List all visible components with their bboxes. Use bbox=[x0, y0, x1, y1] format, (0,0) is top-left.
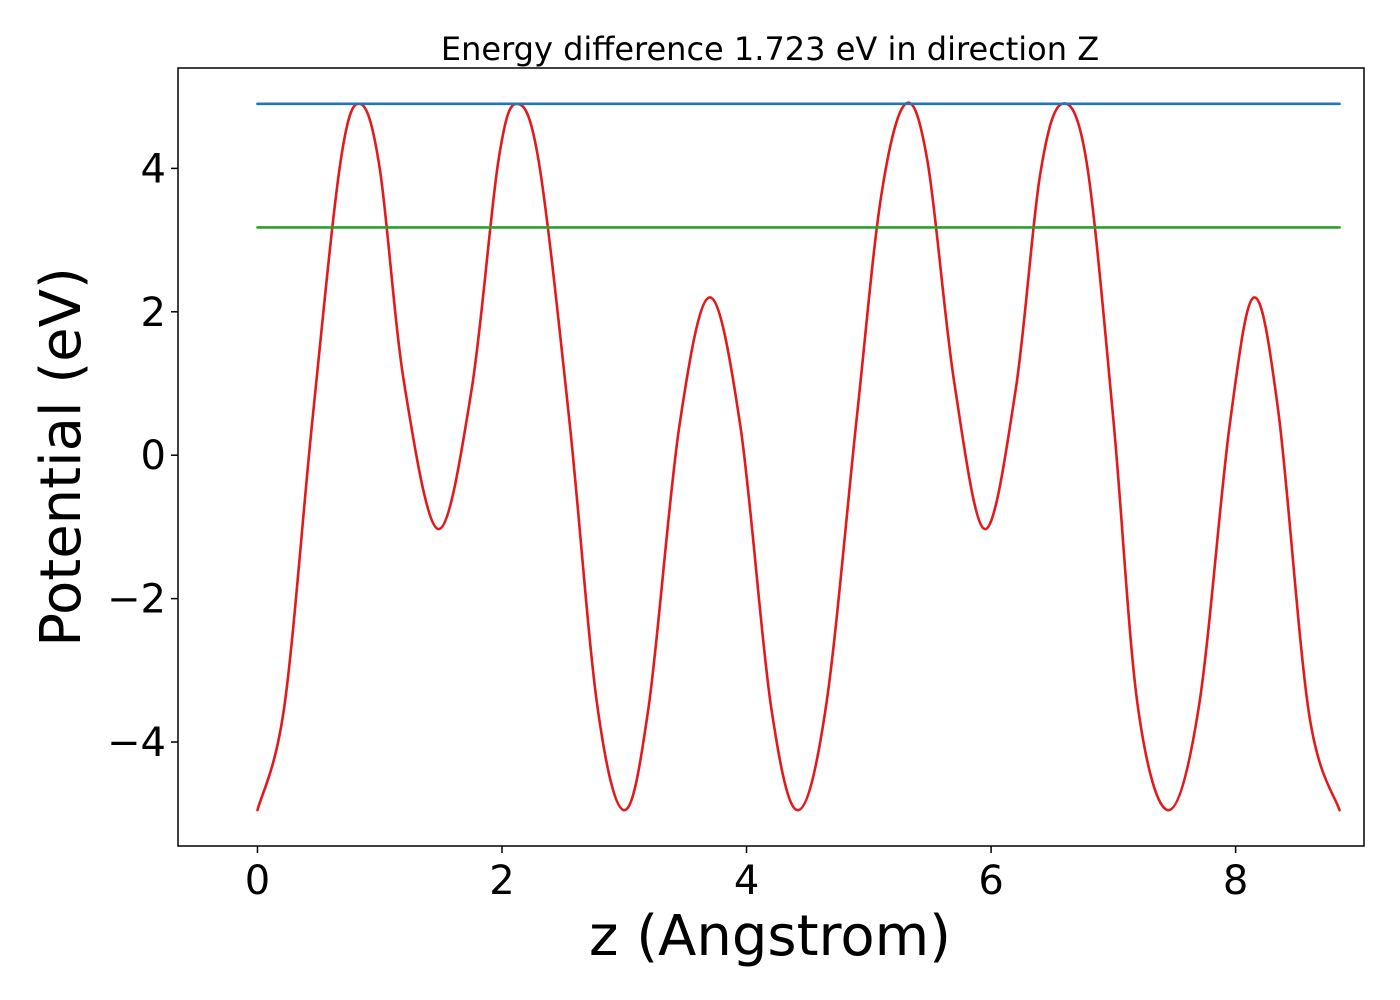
chart-title: Energy difference 1.723 eV in direction … bbox=[441, 30, 1099, 68]
x-tick-label: 6 bbox=[978, 858, 1003, 904]
x-tick-label: 4 bbox=[734, 858, 759, 904]
y-axis-ticks: −4 −2 0 2 4 bbox=[107, 146, 178, 766]
x-axis-label: z (Angstrom) bbox=[589, 904, 951, 969]
x-tick-label: 2 bbox=[489, 858, 514, 904]
series-layer bbox=[256, 101, 1341, 812]
x-tick-label: 8 bbox=[1223, 858, 1248, 904]
y-axis-label: Potential (eV) bbox=[29, 267, 94, 647]
plot-frame bbox=[177, 67, 1365, 847]
y-tick-label: −4 bbox=[107, 720, 166, 766]
y-tick-label: 2 bbox=[141, 290, 166, 336]
series-line-1 bbox=[256, 101, 1341, 812]
y-tick-label: 4 bbox=[141, 146, 166, 192]
y-tick-label: −2 bbox=[107, 577, 166, 623]
x-tick-label: 0 bbox=[245, 858, 270, 904]
x-axis-ticks: 0 2 4 6 8 bbox=[245, 846, 1248, 904]
y-tick-label: 0 bbox=[141, 433, 166, 479]
